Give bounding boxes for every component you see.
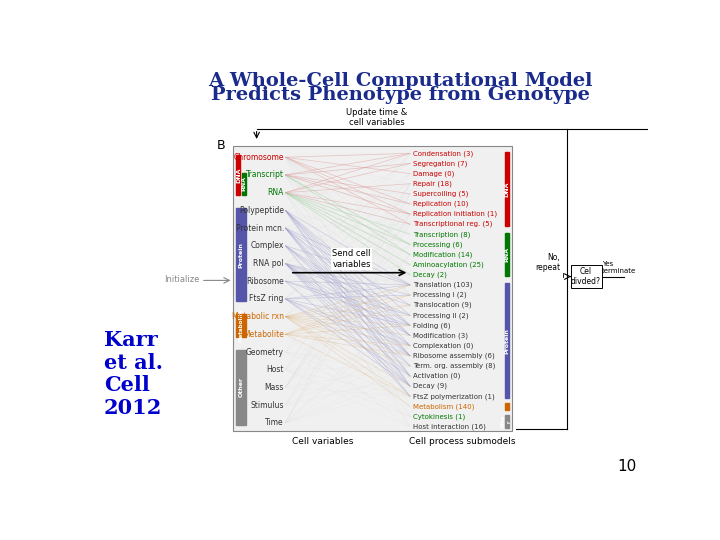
Text: Complexation (0): Complexation (0) bbox=[413, 342, 474, 349]
Text: Time: Time bbox=[265, 418, 284, 427]
Text: FtsZ ring: FtsZ ring bbox=[249, 294, 284, 303]
Bar bbox=[505, 415, 508, 428]
Text: 10: 10 bbox=[617, 460, 636, 475]
Text: Host interaction (16): Host interaction (16) bbox=[413, 423, 486, 430]
Text: Folding (6): Folding (6) bbox=[413, 322, 451, 329]
Text: Stimulus: Stimulus bbox=[251, 401, 284, 410]
Text: Initialize: Initialize bbox=[164, 275, 199, 284]
Text: Translation (103): Translation (103) bbox=[413, 282, 472, 288]
Text: RNA: RNA bbox=[267, 188, 284, 197]
Text: Term. org. assembly (8): Term. org. assembly (8) bbox=[413, 363, 495, 369]
Text: Decay (9): Decay (9) bbox=[413, 383, 447, 389]
Text: Chromosome: Chromosome bbox=[233, 153, 284, 161]
Bar bbox=[236, 314, 246, 336]
Text: Condensation (3): Condensation (3) bbox=[413, 150, 474, 157]
Text: RNA: RNA bbox=[241, 176, 246, 191]
Text: Cytokinesis (1): Cytokinesis (1) bbox=[413, 413, 465, 420]
Text: Cell process submodels: Cell process submodels bbox=[409, 437, 516, 445]
Text: Metabolism (140): Metabolism (140) bbox=[413, 403, 474, 410]
Text: Repair (18): Repair (18) bbox=[413, 180, 452, 187]
Text: Othe
r: Othe r bbox=[501, 415, 512, 428]
Text: Damage (0): Damage (0) bbox=[413, 170, 454, 177]
Text: Metabolite: Metabolite bbox=[238, 308, 243, 342]
Text: Protein mcn.: Protein mcn. bbox=[235, 224, 284, 233]
Bar bbox=[505, 403, 508, 409]
Bar bbox=[505, 233, 508, 276]
Text: No,
repeat: No, repeat bbox=[535, 253, 560, 272]
Text: Activation (0): Activation (0) bbox=[413, 373, 461, 379]
Text: Ribosome: Ribosome bbox=[246, 276, 284, 286]
Bar bbox=[236, 155, 240, 195]
Text: Processing II (2): Processing II (2) bbox=[413, 312, 469, 319]
Text: Transcriptional reg. (5): Transcriptional reg. (5) bbox=[413, 221, 492, 227]
Text: RNA pol: RNA pol bbox=[253, 259, 284, 268]
Text: Transcript: Transcript bbox=[246, 171, 284, 179]
Bar bbox=[236, 350, 246, 425]
Text: Replication initiation (1): Replication initiation (1) bbox=[413, 211, 498, 217]
Text: Aminoacylation (25): Aminoacylation (25) bbox=[413, 261, 484, 268]
Text: Other: Other bbox=[238, 377, 243, 397]
Text: B: B bbox=[217, 139, 225, 152]
Text: Metabolite: Metabolite bbox=[243, 330, 284, 339]
Text: Update time &
cell variables: Update time & cell variables bbox=[346, 108, 408, 127]
FancyBboxPatch shape bbox=[233, 146, 513, 430]
Text: Translocation (9): Translocation (9) bbox=[413, 302, 472, 308]
Text: Cell variables: Cell variables bbox=[292, 437, 354, 445]
Text: Processing (6): Processing (6) bbox=[413, 241, 463, 248]
Bar bbox=[236, 208, 246, 301]
Text: Mass: Mass bbox=[264, 383, 284, 392]
Text: Protein: Protein bbox=[504, 328, 509, 354]
FancyBboxPatch shape bbox=[570, 265, 601, 288]
Text: Complex: Complex bbox=[251, 241, 284, 250]
Text: Karr
et al.
Cell
2012: Karr et al. Cell 2012 bbox=[104, 330, 163, 417]
Bar bbox=[242, 173, 246, 195]
Text: Metabolic rxn: Metabolic rxn bbox=[232, 312, 284, 321]
Text: Send cell
variables: Send cell variables bbox=[333, 249, 371, 269]
Text: Replication (10): Replication (10) bbox=[413, 201, 469, 207]
Text: FtsZ polymerization (1): FtsZ polymerization (1) bbox=[413, 393, 495, 400]
Text: Segregation (7): Segregation (7) bbox=[413, 160, 467, 167]
Bar bbox=[505, 152, 508, 226]
Bar bbox=[505, 284, 508, 398]
Text: Modification (14): Modification (14) bbox=[413, 251, 472, 258]
Text: Geometry: Geometry bbox=[246, 348, 284, 356]
Text: Yes
terminate: Yes terminate bbox=[602, 261, 636, 274]
Text: Host: Host bbox=[266, 365, 284, 374]
Text: Processing I (2): Processing I (2) bbox=[413, 292, 467, 298]
Text: DNA: DNA bbox=[504, 181, 509, 197]
Text: Polypeptide: Polypeptide bbox=[239, 206, 284, 215]
Text: Supercoiling (5): Supercoiling (5) bbox=[413, 191, 469, 197]
Text: Decay (2): Decay (2) bbox=[413, 272, 447, 278]
Text: Predicts Phenotype from Genotype: Predicts Phenotype from Genotype bbox=[210, 85, 590, 104]
Text: Ribosome assembly (6): Ribosome assembly (6) bbox=[413, 353, 495, 359]
Text: Transcription (8): Transcription (8) bbox=[413, 231, 471, 238]
Text: A Whole-Cell Computational Model: A Whole-Cell Computational Model bbox=[208, 72, 593, 91]
Text: Cel
divded?: Cel divded? bbox=[571, 267, 601, 286]
Text: DNA: DNA bbox=[236, 167, 241, 183]
Text: Modification (3): Modification (3) bbox=[413, 332, 468, 339]
Text: RNA: RNA bbox=[504, 247, 509, 262]
Text: Protein: Protein bbox=[238, 242, 243, 267]
